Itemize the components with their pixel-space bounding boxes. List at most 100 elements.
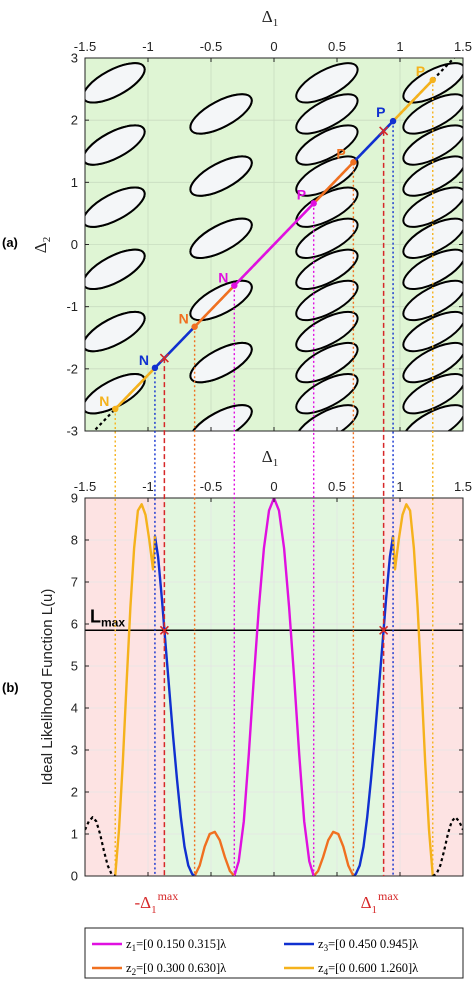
segment-2 xyxy=(312,161,355,205)
ellipse-35 xyxy=(402,373,463,415)
region-2 xyxy=(383,498,463,876)
ellipse-20 xyxy=(402,217,463,259)
ytick-label-b-4: 4 xyxy=(71,701,78,716)
xtick-label-a-2: -0.5 xyxy=(200,39,222,54)
ytick-label-a-6: 3 xyxy=(71,51,78,66)
ellipse-32 xyxy=(402,186,463,228)
ellipse-11 xyxy=(295,373,359,415)
ylabel-b: Ideal Likelihood Function L(u) xyxy=(39,589,56,786)
xlabel-b: Δ1 xyxy=(262,447,278,469)
point-label-3: N xyxy=(218,270,228,286)
ytick-label-b-9: 9 xyxy=(71,491,78,506)
ellipse-46 xyxy=(295,341,359,384)
ellipse-19 xyxy=(402,155,463,197)
ellipse-25 xyxy=(85,124,146,166)
ellipse-34 xyxy=(402,310,463,353)
ytick-label-b-0: 0 xyxy=(71,869,78,884)
ytick-label-b-6: 6 xyxy=(71,617,78,632)
legend: z1=[0 0.150 0.315]λ z3=[0 0.450 0.945]λ z2… xyxy=(84,927,464,979)
ytick-label-a-5: 2 xyxy=(71,113,78,128)
xtick-label-a-6: 1.5 xyxy=(454,39,472,54)
xtick-label-a-5: 1 xyxy=(396,39,403,54)
series-curve-0 xyxy=(233,498,315,876)
ylabel-a: Δ2 xyxy=(31,237,53,253)
panel-a: N N N N P P P P -1.5 -1 -0.5 0 0.5 1 1.5 -3 -2 -1 0 1 2 3 Δ1 Δ2… xyxy=(2,7,472,439)
ytick-label-a-3: 0 xyxy=(71,237,78,252)
ellipse-41 xyxy=(189,404,253,431)
point-label-4: P xyxy=(297,186,306,202)
series-curve-2 xyxy=(312,830,355,876)
series-curve-3 xyxy=(153,535,196,876)
xtick-label-b-1: -1 xyxy=(142,479,154,494)
ellipse-42 xyxy=(295,93,359,135)
xlabel-a: Δ1 xyxy=(262,7,278,29)
ytick-label-a-0: -3 xyxy=(66,424,78,439)
ytick-label-b-2: 2 xyxy=(71,785,78,800)
ellipse-36 xyxy=(189,93,253,135)
xtick-label-a-1: -1 xyxy=(142,39,154,54)
xtick-label-b-3: 0 xyxy=(270,479,277,494)
xtick-label-a-3: 0 xyxy=(270,39,277,54)
segment-5 xyxy=(114,366,156,410)
ellipse-44 xyxy=(295,217,359,259)
ytick-label-b-1: 1 xyxy=(71,827,78,842)
point-label-7: P xyxy=(416,63,425,79)
segment-point-0 xyxy=(112,405,119,413)
xtick-label-b-5: 1 xyxy=(396,479,403,494)
ellipse-38 xyxy=(189,217,253,259)
point-label-1: N xyxy=(139,352,149,368)
ytick-label-b-5: 5 xyxy=(71,659,78,674)
xtick-label-a-0: -1.5 xyxy=(74,39,96,54)
ellipse-47 xyxy=(295,404,359,431)
ellipse-26 xyxy=(85,186,146,228)
ellipse-24 xyxy=(85,62,146,104)
xtick-label-b-2: -0.5 xyxy=(200,479,222,494)
plot-b-content xyxy=(85,498,463,876)
ytick-label-b-8: 8 xyxy=(71,533,78,548)
ytick-label-b-7: 7 xyxy=(71,575,78,590)
segment-point-3 xyxy=(231,282,238,289)
series-curve-8 xyxy=(432,816,463,876)
ellipse-40 xyxy=(189,341,253,384)
segment-point-2 xyxy=(191,323,198,330)
ytick-label-a-2: -1 xyxy=(66,299,78,314)
series-curve-4 xyxy=(352,535,395,876)
series-curve-6 xyxy=(391,503,434,876)
ellipse-28 xyxy=(85,310,146,353)
ellipse-31 xyxy=(402,124,463,166)
xtick-label-b-4: 0.5 xyxy=(328,479,346,494)
point-label-0: N xyxy=(99,393,109,409)
panel-b: -1.5 -1 -0.5 0 0.5 1 1.5 0 1 2 3 4 5 6 7 8 9 Δ1 Ideal Like… xyxy=(2,447,472,916)
ellipse-33 xyxy=(402,248,463,291)
legend-entry-1: z3=[0 0.450 0.945]λ xyxy=(318,937,418,953)
legend-entry-2: z2=[0 0.300 0.630]λ xyxy=(126,961,226,977)
legend-box xyxy=(84,927,464,979)
ellipse-21 xyxy=(402,279,463,322)
point-label-5: P xyxy=(336,145,345,161)
series-curve-1 xyxy=(193,830,236,876)
series-curve-5 xyxy=(114,503,157,876)
point-label-2: N xyxy=(179,311,189,327)
plot-a-content: N N N N P P P P xyxy=(85,58,463,431)
ellipse-10 xyxy=(295,310,359,353)
ellipse-6 xyxy=(295,62,359,104)
panel-label-b: (b) xyxy=(2,680,19,695)
ytick-label-b-3: 3 xyxy=(71,743,78,758)
segment-1 xyxy=(193,284,236,328)
xtick-label-b-0: -1.5 xyxy=(74,479,96,494)
ellipse-7 xyxy=(295,124,359,166)
ytick-label-a-1: -2 xyxy=(66,361,78,376)
xtick-label-a-4: 0.5 xyxy=(328,39,346,54)
ellipse-37 xyxy=(189,155,253,197)
xtick-label-b-6: 1.5 xyxy=(454,479,472,494)
ellipse-18 xyxy=(402,93,463,135)
ellipse-22 xyxy=(402,341,463,384)
ytick-label-a-4: 1 xyxy=(71,175,78,190)
threshold-label-neg: -Δ1max xyxy=(134,889,178,916)
ellipse-45 xyxy=(295,279,359,322)
segment-6 xyxy=(392,79,434,123)
legend-entry-0: z1=[0 0.150 0.315]λ xyxy=(126,937,226,953)
vertical-guides xyxy=(114,80,434,876)
region-0 xyxy=(85,498,165,876)
